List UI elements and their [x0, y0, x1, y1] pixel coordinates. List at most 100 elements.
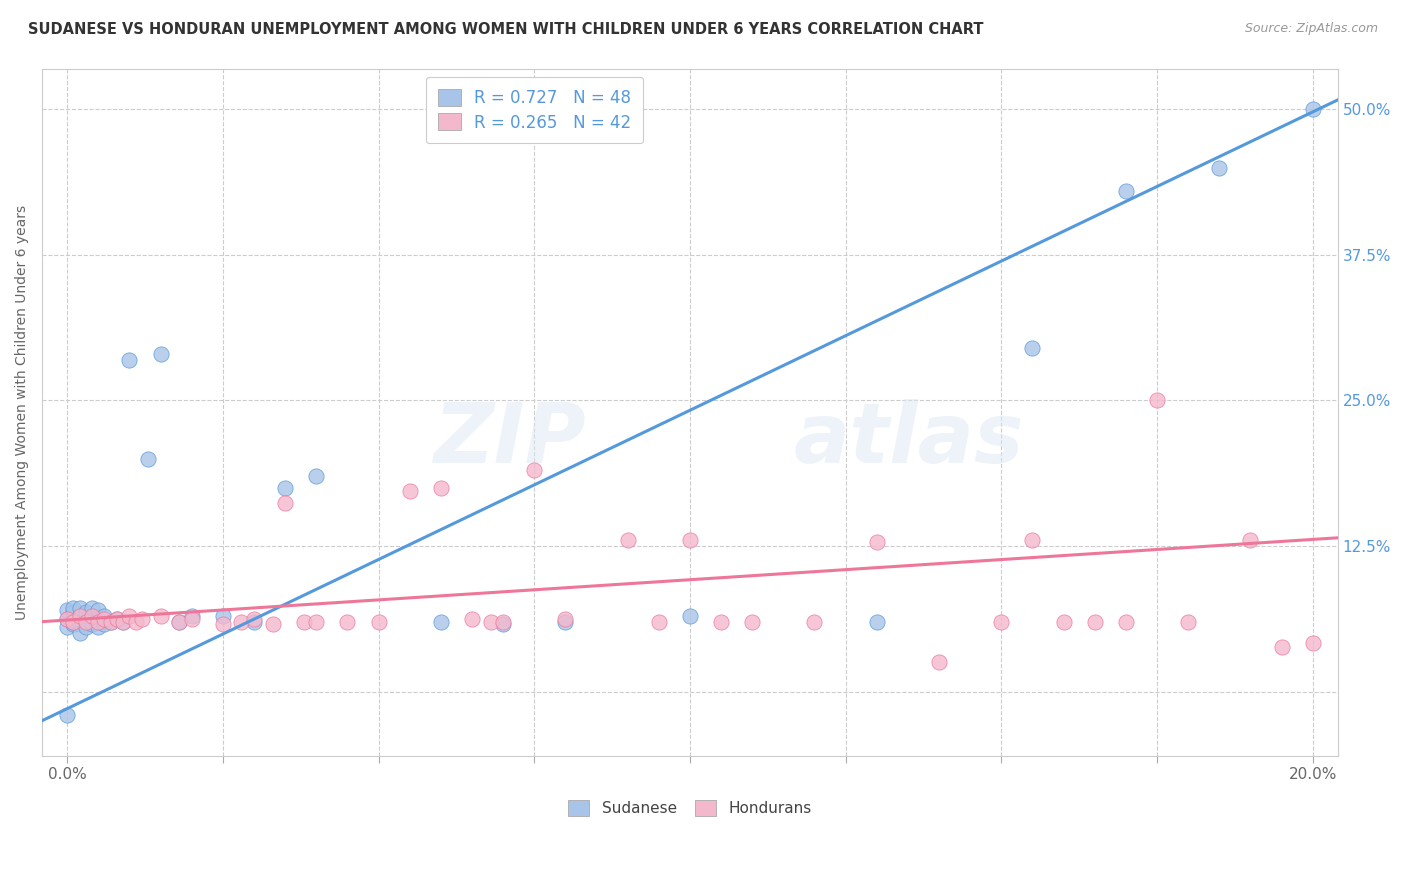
Text: atlas: atlas: [793, 399, 1024, 480]
Point: [56, 620, 79, 634]
Point: [398, 484, 420, 499]
Point: [1208, 161, 1230, 175]
Point: [69, 608, 91, 623]
Point: [648, 615, 671, 629]
Point: [492, 615, 515, 629]
Point: [1115, 184, 1137, 198]
Text: SUDANESE VS HONDURAN UNEMPLOYMENT AMONG WOMEN WITH CHILDREN UNDER 6 YEARS CORREL: SUDANESE VS HONDURAN UNEMPLOYMENT AMONG …: [28, 22, 984, 37]
Point: [292, 615, 315, 629]
Point: [80, 608, 103, 623]
Point: [87, 620, 110, 634]
Point: [990, 615, 1012, 629]
Point: [131, 612, 153, 626]
Point: [336, 615, 359, 629]
Point: [118, 352, 141, 367]
Point: [93, 612, 115, 626]
Point: [149, 347, 172, 361]
Point: [1302, 103, 1324, 117]
Point: [69, 600, 91, 615]
Point: [1177, 615, 1199, 629]
Point: [56, 612, 79, 626]
Point: [80, 608, 103, 623]
Point: [75, 620, 97, 634]
Point: [80, 600, 103, 615]
Point: [105, 612, 128, 626]
Point: [69, 617, 91, 632]
Point: [274, 481, 297, 495]
Point: [430, 615, 453, 629]
Point: [87, 612, 110, 626]
Point: [100, 615, 122, 629]
Point: [430, 481, 453, 495]
Point: [274, 496, 297, 510]
Point: [62, 615, 84, 629]
Point: [75, 612, 97, 626]
Point: [105, 612, 128, 626]
Point: [87, 603, 110, 617]
Point: [167, 615, 190, 629]
Point: [149, 608, 172, 623]
Point: [1271, 640, 1294, 655]
Point: [180, 608, 202, 623]
Point: [1084, 615, 1107, 629]
Point: [69, 626, 91, 640]
Point: [1239, 533, 1261, 548]
Point: [741, 615, 763, 629]
Point: [118, 608, 141, 623]
Point: [56, 612, 79, 626]
Point: [62, 605, 84, 619]
Point: [93, 608, 115, 623]
Point: [62, 600, 84, 615]
Point: [367, 615, 389, 629]
Point: [1115, 615, 1137, 629]
Point: [523, 463, 546, 477]
Point: [461, 612, 484, 626]
Point: [1302, 635, 1324, 649]
Point: [305, 615, 328, 629]
Point: [803, 615, 825, 629]
Text: ZIP: ZIP: [433, 399, 586, 480]
Point: [262, 617, 284, 632]
Y-axis label: Unemployment Among Women with Children Under 6 years: Unemployment Among Women with Children U…: [15, 204, 30, 620]
Text: Source: ZipAtlas.com: Source: ZipAtlas.com: [1244, 22, 1378, 36]
Point: [112, 615, 135, 629]
Point: [479, 615, 502, 629]
Point: [928, 656, 950, 670]
Point: [679, 533, 702, 548]
Point: [243, 612, 266, 626]
Point: [305, 469, 328, 483]
Point: [62, 615, 84, 629]
Point: [136, 451, 159, 466]
Point: [75, 605, 97, 619]
Point: [56, 603, 79, 617]
Point: [167, 615, 190, 629]
Point: [616, 533, 638, 548]
Point: [1021, 533, 1043, 548]
Point: [211, 617, 233, 632]
Point: [492, 617, 515, 632]
Point: [866, 615, 889, 629]
Point: [554, 612, 576, 626]
Point: [1146, 393, 1168, 408]
Point: [679, 608, 702, 623]
Point: [866, 535, 889, 549]
Point: [1052, 615, 1074, 629]
Point: [100, 615, 122, 629]
Point: [80, 617, 103, 632]
Point: [87, 615, 110, 629]
Point: [69, 608, 91, 623]
Point: [243, 615, 266, 629]
Point: [56, 707, 79, 722]
Point: [75, 615, 97, 629]
Point: [231, 615, 253, 629]
Point: [211, 608, 233, 623]
Point: [554, 615, 576, 629]
Point: [1021, 341, 1043, 355]
Point: [62, 617, 84, 632]
Legend: Sudanese, Hondurans: Sudanese, Hondurans: [561, 792, 820, 823]
Point: [112, 615, 135, 629]
Point: [710, 615, 733, 629]
Point: [93, 617, 115, 632]
Point: [180, 612, 202, 626]
Point: [124, 615, 146, 629]
